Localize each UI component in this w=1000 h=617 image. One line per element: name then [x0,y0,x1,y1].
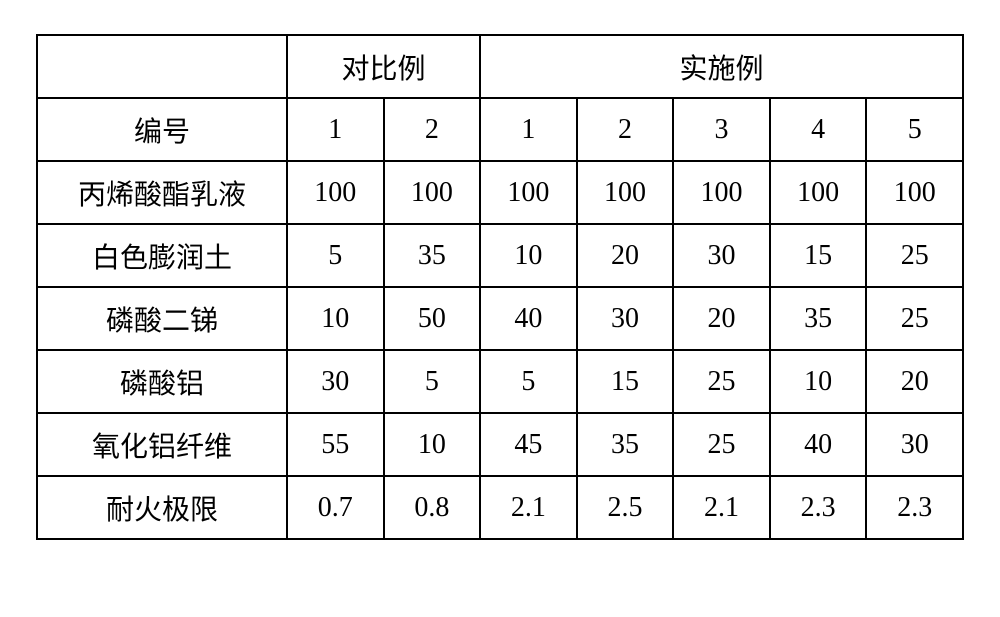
table-row: 耐火极限 0.7 0.8 2.1 2.5 2.1 2.3 2.3 [37,476,963,539]
table-row: 磷酸二锑 10 50 40 30 20 35 25 [37,287,963,350]
row-label: 耐火极限 [37,476,287,539]
cell: 50 [384,287,481,350]
cell: 10 [384,413,481,476]
cell: 2.5 [577,476,674,539]
header-group-ex: 实施例 [480,35,963,98]
cell: 30 [287,350,384,413]
cell: 100 [287,161,384,224]
table-row: 氧化铝纤维 55 10 45 35 25 40 30 [37,413,963,476]
cell: 5 [480,350,577,413]
cell: 10 [287,287,384,350]
row-label: 磷酸二锑 [37,287,287,350]
cell: 20 [673,287,770,350]
cell: 100 [577,161,674,224]
cell: 25 [673,350,770,413]
header-row: 对比例 实施例 [37,35,963,98]
cell: 5 [384,350,481,413]
cell: 25 [673,413,770,476]
cell: 100 [770,161,867,224]
cell: 100 [866,161,963,224]
cell: 20 [577,224,674,287]
cell: 5 [866,98,963,161]
cell: 2.3 [866,476,963,539]
cell: 30 [673,224,770,287]
cell: 35 [384,224,481,287]
cell: 4 [770,98,867,161]
cell: 0.8 [384,476,481,539]
cell: 2 [384,98,481,161]
cell: 0.7 [287,476,384,539]
cell: 3 [673,98,770,161]
row-label: 编号 [37,98,287,161]
row-label: 丙烯酸酯乳液 [37,161,287,224]
cell: 2.1 [673,476,770,539]
table-row: 磷酸铝 30 5 5 15 25 10 20 [37,350,963,413]
cell: 55 [287,413,384,476]
cell: 15 [770,224,867,287]
row-label: 磷酸铝 [37,350,287,413]
cell: 20 [866,350,963,413]
cell: 45 [480,413,577,476]
cell: 35 [577,413,674,476]
cell: 30 [577,287,674,350]
cell: 40 [770,413,867,476]
cell: 25 [866,287,963,350]
cell: 10 [480,224,577,287]
cell: 10 [770,350,867,413]
table-row: 丙烯酸酯乳液 100 100 100 100 100 100 100 [37,161,963,224]
cell: 40 [480,287,577,350]
cell: 1 [480,98,577,161]
row-label: 氧化铝纤维 [37,413,287,476]
cell: 100 [384,161,481,224]
table-row: 白色膨润土 5 35 10 20 30 15 25 [37,224,963,287]
table-container: 对比例 实施例 编号 1 2 1 2 3 4 5 丙烯酸酯乳液 100 100 … [0,0,1000,574]
cell: 100 [480,161,577,224]
cell: 30 [866,413,963,476]
header-blank [37,35,287,98]
cell: 15 [577,350,674,413]
table-row: 编号 1 2 1 2 3 4 5 [37,98,963,161]
cell: 2.3 [770,476,867,539]
cell: 35 [770,287,867,350]
cell: 2 [577,98,674,161]
data-table: 对比例 实施例 编号 1 2 1 2 3 4 5 丙烯酸酯乳液 100 100 … [36,34,964,540]
cell: 100 [673,161,770,224]
row-label: 白色膨润土 [37,224,287,287]
cell: 2.1 [480,476,577,539]
header-group-comp: 对比例 [287,35,480,98]
cell: 5 [287,224,384,287]
cell: 1 [287,98,384,161]
cell: 25 [866,224,963,287]
